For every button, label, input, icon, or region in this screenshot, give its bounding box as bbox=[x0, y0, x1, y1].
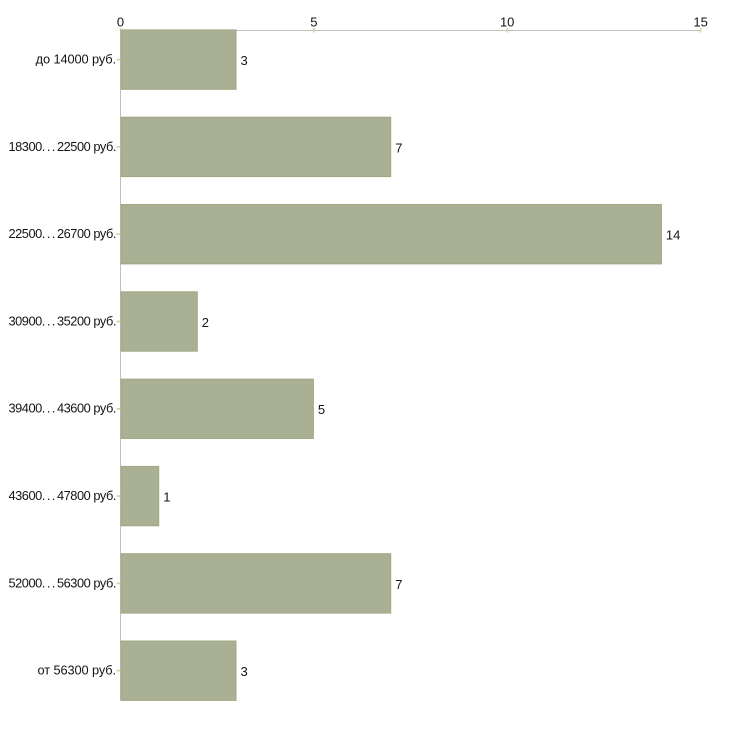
svg-text:5: 5 bbox=[310, 15, 317, 30]
svg-text:3: 3 bbox=[241, 664, 248, 679]
svg-text:18300...22500 руб.: 18300...22500 руб. bbox=[8, 139, 116, 154]
svg-text:39400...43600 руб.: 39400...43600 руб. bbox=[8, 401, 116, 416]
svg-text:5: 5 bbox=[318, 402, 325, 417]
svg-text:30900...35200 руб.: 30900...35200 руб. bbox=[8, 313, 116, 328]
svg-text:7: 7 bbox=[395, 140, 402, 155]
svg-text:2: 2 bbox=[202, 315, 209, 330]
svg-text:52000...56300 руб.: 52000...56300 руб. bbox=[8, 575, 116, 590]
svg-text:15: 15 bbox=[693, 15, 707, 30]
svg-text:до 14000 руб.: до 14000 руб. bbox=[36, 52, 116, 67]
svg-text:43600...47800 руб.: 43600...47800 руб. bbox=[8, 488, 116, 503]
svg-text:14: 14 bbox=[666, 228, 680, 243]
svg-text:от 56300 руб.: от 56300 руб. bbox=[38, 663, 117, 678]
svg-text:1: 1 bbox=[163, 490, 170, 505]
svg-text:3: 3 bbox=[241, 53, 248, 68]
svg-text:10: 10 bbox=[500, 15, 514, 30]
svg-text:22500...26700 руб.: 22500...26700 руб. bbox=[8, 226, 116, 241]
svg-text:0: 0 bbox=[117, 15, 124, 30]
svg-text:7: 7 bbox=[395, 577, 402, 592]
